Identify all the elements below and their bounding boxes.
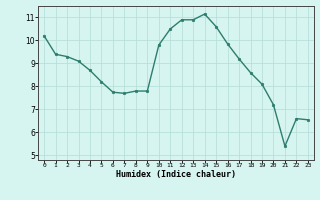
X-axis label: Humidex (Indice chaleur): Humidex (Indice chaleur) [116,170,236,179]
